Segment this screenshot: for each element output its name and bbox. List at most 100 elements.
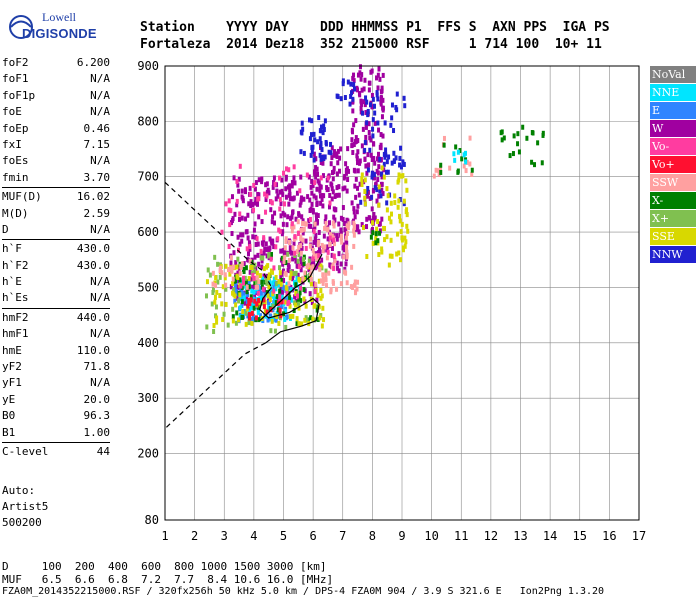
echo-point	[362, 99, 366, 105]
echo-point	[365, 120, 369, 126]
echo-point	[333, 258, 337, 264]
echo-point	[373, 185, 377, 191]
echo-point	[241, 309, 245, 315]
echo-point	[521, 124, 525, 130]
echo-point	[290, 214, 294, 220]
echo-point	[246, 251, 250, 257]
echo-point	[393, 200, 397, 206]
echo-point	[244, 279, 248, 285]
echo-point	[320, 257, 324, 263]
echo-point	[297, 301, 301, 307]
echo-point	[249, 304, 253, 310]
echo-point	[343, 95, 347, 101]
echo-point	[272, 244, 276, 250]
echo-point	[268, 292, 272, 298]
echo-point	[370, 226, 374, 232]
echo-point	[352, 142, 356, 148]
echo-point	[226, 322, 230, 328]
echo-point	[374, 240, 378, 246]
echo-point	[303, 299, 307, 305]
echo-point	[335, 185, 339, 191]
echo-point	[216, 279, 220, 285]
echo-point	[249, 191, 253, 197]
echo-point	[372, 172, 376, 178]
echo-point	[517, 149, 521, 155]
echo-point	[339, 146, 343, 152]
echo-point	[306, 194, 310, 200]
echo-point	[232, 287, 236, 293]
echo-point	[278, 310, 282, 316]
echo-point	[281, 268, 285, 274]
echo-point	[268, 278, 272, 284]
echo-point	[500, 137, 504, 143]
echo-point	[325, 283, 329, 289]
echo-point	[320, 242, 324, 248]
echo-point	[232, 175, 236, 181]
echo-point	[362, 179, 366, 185]
echo-point	[356, 224, 360, 230]
echo-point	[359, 100, 363, 106]
params-group-frequencies: foF2 6.200 foF1 N/A foF1p N/A foE N/A foEp 0.46 fx…	[2, 56, 110, 187]
param-name: yE	[2, 392, 16, 406]
echo-point	[313, 317, 317, 323]
echo-point	[258, 285, 262, 291]
echo-point	[270, 219, 274, 225]
param-value: N/A	[90, 327, 110, 341]
echo-point	[263, 246, 267, 252]
echo-point	[292, 224, 296, 230]
echo-point	[310, 300, 314, 306]
echo-point	[374, 181, 378, 187]
echo-point	[365, 254, 369, 260]
echo-point	[324, 272, 328, 278]
echo-point	[345, 280, 349, 286]
echo-point	[236, 278, 240, 284]
echo-point	[293, 250, 297, 256]
echo-point	[313, 289, 317, 295]
echo-point	[296, 219, 300, 225]
echo-point	[360, 87, 364, 93]
param-name: yF1	[2, 376, 22, 390]
echo-point	[319, 175, 323, 181]
echo-point	[321, 272, 325, 278]
echo-point	[354, 176, 358, 182]
echo-point	[318, 128, 322, 134]
x-tick-label: 9	[398, 529, 405, 543]
echo-point	[314, 165, 318, 171]
echo-point	[271, 214, 275, 220]
echo-point	[530, 159, 534, 165]
param-row: h`F 430.0	[2, 242, 110, 258]
echo-point	[260, 219, 264, 225]
echo-point	[242, 292, 246, 298]
echo-point	[365, 163, 369, 169]
echo-point	[354, 194, 358, 200]
echo-point	[298, 277, 302, 283]
echo-point	[385, 159, 389, 165]
echo-point	[375, 90, 379, 96]
echo-point	[381, 191, 385, 197]
echo-point	[264, 241, 268, 247]
echo-point	[311, 316, 315, 322]
echo-point	[300, 214, 304, 220]
echo-point	[342, 175, 346, 181]
echo-point	[335, 93, 339, 99]
echo-point	[253, 262, 257, 268]
echo-point	[406, 228, 410, 234]
echo-point	[322, 317, 326, 323]
echo-point	[251, 202, 255, 208]
echo-point	[374, 236, 378, 242]
echo-point	[468, 161, 472, 167]
echo-point	[272, 175, 276, 181]
x-tick-label: 17	[632, 529, 646, 543]
echo-point	[292, 271, 296, 277]
echo-point	[287, 239, 291, 245]
echo-point	[282, 259, 286, 265]
echo-point	[405, 212, 409, 218]
echo-point	[464, 159, 468, 165]
echo-point	[253, 254, 257, 260]
echo-point	[238, 314, 242, 320]
echo-point	[352, 243, 356, 249]
echo-point	[318, 193, 322, 199]
echo-point	[340, 239, 344, 245]
echo-point	[252, 182, 256, 188]
echo-point	[310, 118, 314, 124]
